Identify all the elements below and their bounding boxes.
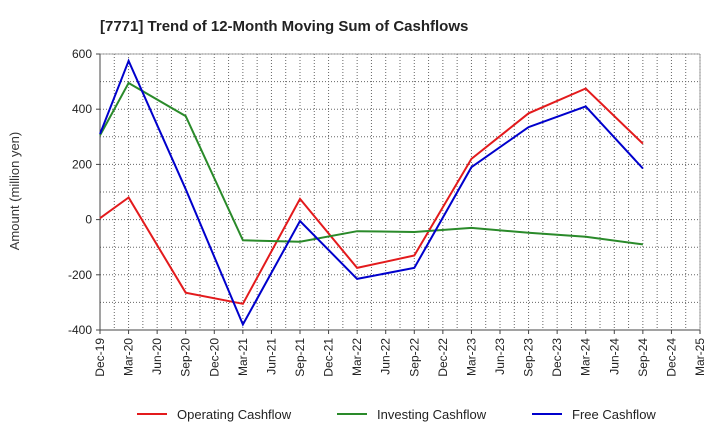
legend: Operating Cashflow Investing Cashflow Free… [137, 407, 656, 422]
x-tick-label: Dec-19 [93, 338, 107, 377]
x-tick-label: Sep-23 [522, 338, 536, 377]
x-tick-label: Jun-24 [607, 338, 621, 375]
x-tick-label: Mar-20 [122, 338, 136, 376]
x-tick-label: Sep-20 [179, 338, 193, 377]
y-tick-label: -200 [68, 268, 92, 282]
x-tick-label: Dec-20 [207, 338, 221, 377]
x-tick-label: Mar-23 [464, 338, 478, 376]
legend-label-1: Operating Cashflow [177, 407, 292, 422]
x-tick-label: Mar-25 [693, 338, 707, 376]
grid [99, 53, 701, 331]
x-tick-label: Dec-21 [322, 338, 336, 377]
x-tick-label: Sep-24 [636, 338, 650, 377]
y-tick-label: 600 [72, 47, 92, 61]
x-tick-label: Dec-22 [436, 338, 450, 377]
y-tick-label: 0 [85, 213, 92, 227]
x-tick-label: Dec-24 [664, 338, 678, 377]
y-tick-label: 200 [72, 157, 92, 171]
legend-label-2: Investing Cashflow [377, 407, 487, 422]
x-tick-label: Jun-21 [264, 338, 278, 375]
y-tick-label: -400 [68, 323, 92, 337]
legend-label-3: Free Cashflow [572, 407, 656, 422]
series [99, 58, 644, 327]
chart-title: [7771] Trend of 12-Month Moving Sum of C… [100, 18, 468, 35]
axes: -400 -200 0 200 400 600 Dec-19 Mar-20 Jun-20 Sep-… [68, 47, 707, 377]
y-axis-label: Amount (million yen) [7, 132, 22, 251]
x-tick-label: Jun-22 [379, 338, 393, 375]
x-tick-label: Mar-24 [579, 338, 593, 376]
x-tick-label: Sep-22 [407, 338, 421, 377]
y-tick-label: 400 [72, 102, 92, 116]
x-tick-label: Jun-20 [150, 338, 164, 375]
x-tick-label: Dec-23 [550, 338, 564, 377]
x-tick-label: Jun-23 [493, 338, 507, 375]
x-tick-label: Sep-21 [293, 338, 307, 377]
x-tick-label: Mar-22 [350, 338, 364, 376]
x-tick-label: Mar-21 [236, 338, 250, 376]
